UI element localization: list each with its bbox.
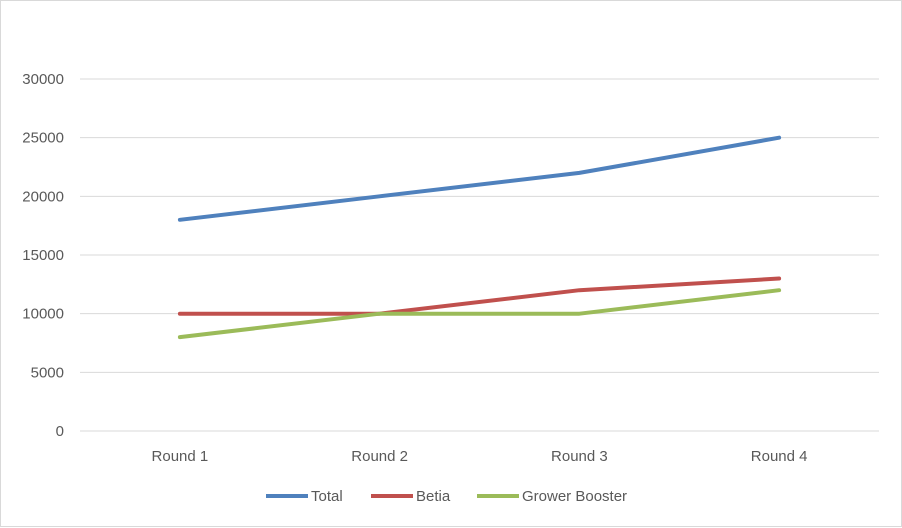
series-line-total — [177, 135, 782, 222]
legend-label: Total — [311, 488, 343, 505]
y-tick-label: 5000 — [31, 364, 64, 381]
y-tick-label: 10000 — [22, 306, 64, 323]
x-tick-label: Round 2 — [351, 448, 408, 465]
y-tick-label: 15000 — [22, 247, 64, 264]
legend-label: Grower Booster — [522, 488, 627, 505]
legend-label: Betia — [416, 488, 451, 505]
x-tick-label: Round 1 — [152, 448, 209, 465]
series-line-grower-booster — [177, 288, 782, 340]
y-tick-label: 0 — [56, 423, 64, 440]
x-tick-label: Round 3 — [551, 448, 608, 465]
series-line-betia — [177, 276, 782, 316]
y-tick-label: 30000 — [22, 71, 64, 88]
x-tick-label: Round 4 — [751, 448, 808, 465]
y-tick-label: 20000 — [22, 188, 64, 205]
y-tick-label: 25000 — [22, 130, 64, 147]
